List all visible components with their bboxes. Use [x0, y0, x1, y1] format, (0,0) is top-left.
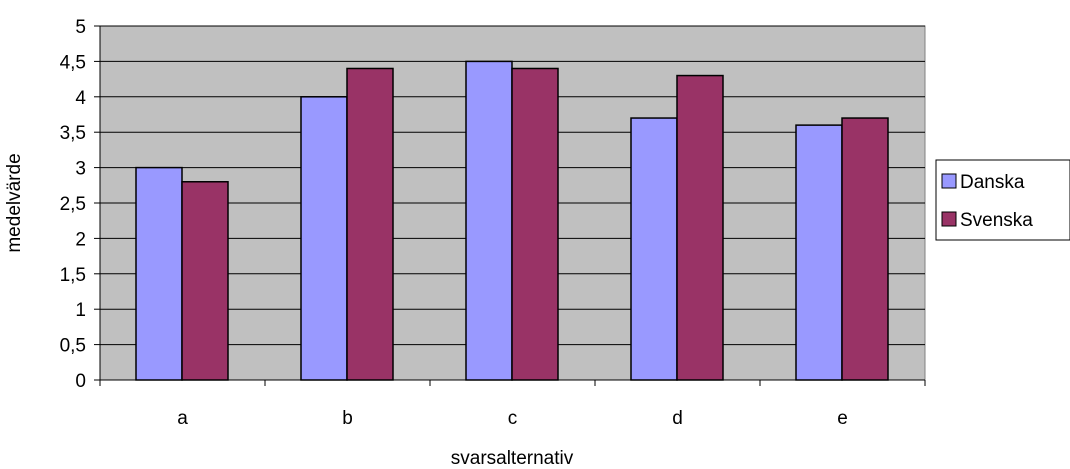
x-tick-label: e — [837, 408, 848, 429]
legend: Danska Svenska — [935, 159, 1070, 241]
y-tick-label: 1 — [75, 300, 86, 321]
bar-c-series1 — [465, 60, 513, 381]
y-tick-label: 3,5 — [60, 123, 86, 144]
x-tick-label: b — [342, 408, 353, 429]
legend-swatch — [941, 211, 957, 227]
legend-swatch — [941, 173, 957, 189]
bar-a-series1 — [135, 166, 183, 381]
bar-b-series1 — [300, 96, 348, 381]
y-tick-label: 5 — [75, 17, 86, 38]
y-axis-ticks: 0 0,5 1 1,5 2 2,5 3 3,5 4 4,5 5 — [60, 17, 100, 392]
y-tick-label: 4,5 — [60, 52, 86, 73]
y-tick-label: 0,5 — [60, 336, 86, 357]
bar-b-series2 — [346, 67, 394, 381]
x-tick-label: c — [508, 408, 518, 429]
legend-label: Svenska — [960, 210, 1033, 231]
y-tick-label: 4 — [75, 88, 86, 109]
x-axis-ticks: a b c d e — [99, 380, 926, 429]
bar-e-series1 — [795, 124, 843, 381]
bar-e-series2 — [841, 117, 889, 381]
y-tick-label: 1,5 — [60, 265, 86, 286]
bar-a-series2 — [181, 181, 229, 381]
y-axis-title: medelvärde — [4, 153, 25, 252]
bar-d-series2 — [676, 74, 724, 381]
bar-d-series1 — [630, 117, 678, 381]
bar-c-series2 — [511, 67, 559, 381]
x-tick-label: d — [672, 408, 683, 429]
y-tick-label: 2 — [75, 229, 86, 250]
y-tick-label: 3 — [75, 159, 86, 180]
y-tick-label: 0 — [75, 371, 86, 392]
x-tick-label: a — [177, 408, 188, 429]
legend-box — [935, 159, 1070, 241]
legend-label: Danska — [960, 172, 1025, 193]
y-tick-label: 2,5 — [60, 194, 86, 215]
x-axis-title: svarsalternativ — [451, 448, 574, 469]
